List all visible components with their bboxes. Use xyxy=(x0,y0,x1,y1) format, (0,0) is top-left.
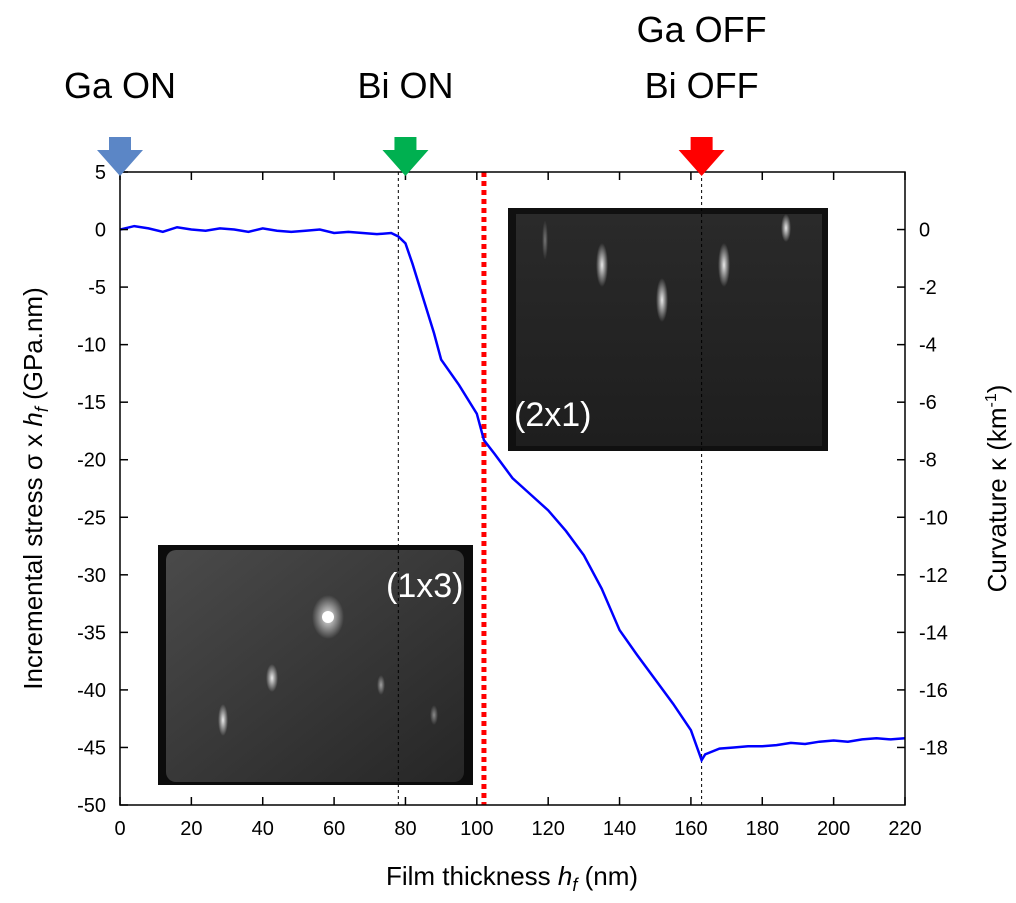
axis-label-part: f xyxy=(32,405,52,412)
x-tick-label: 200 xyxy=(817,818,850,840)
x-tick-label: 0 xyxy=(114,818,125,840)
y-tick-label: -45 xyxy=(77,737,106,759)
y-tick-label: -50 xyxy=(77,795,106,817)
x-tick-label: 120 xyxy=(531,818,564,840)
axis-label-part: ) xyxy=(982,385,1012,394)
y-tick-label: -30 xyxy=(77,565,106,587)
inset-image-1x3 xyxy=(158,545,473,785)
y2-tick-label: -2 xyxy=(919,277,937,299)
axis-label-part: h xyxy=(558,861,572,891)
plot-frame xyxy=(119,171,906,806)
annotation-text: Bi OFF xyxy=(645,65,759,106)
axis-label-part: (GPa.nm) xyxy=(18,287,48,407)
y-axis-label: Incremental stress σ x hf (GPa.nm) xyxy=(18,287,52,690)
x-tick-label: 20 xyxy=(180,818,202,840)
annotation-text: Ga ON xyxy=(64,65,176,106)
y2-tick-label: -18 xyxy=(919,737,948,759)
annotation-arrow xyxy=(97,137,143,176)
y-tick-label: -35 xyxy=(77,622,106,644)
y-tick-label: -15 xyxy=(77,392,106,414)
x-tick-label: 160 xyxy=(674,818,707,840)
y2-axis-label: Curvature κ (km-1) xyxy=(982,385,1012,593)
y-tick-label: -40 xyxy=(77,680,106,702)
y2-tick-label: -6 xyxy=(919,392,937,414)
x-tick-label: 140 xyxy=(603,818,636,840)
y-tick-label: -20 xyxy=(77,450,106,472)
y-tick-label: 5 xyxy=(95,162,106,184)
y-tick-label: -10 xyxy=(77,335,106,357)
inset-label: (1x3) xyxy=(386,567,463,605)
axis-label-part: -1 xyxy=(983,393,1000,407)
axis-label-part: f xyxy=(572,875,579,895)
annotation-text: Ga OFF xyxy=(637,9,767,50)
data-line xyxy=(119,224,906,763)
x-axis-label: Film thickness hf (nm) xyxy=(386,861,638,895)
y2-tick-label: -14 xyxy=(919,622,948,644)
axis-label-part: (nm) xyxy=(577,861,638,891)
x-tick-label: 180 xyxy=(746,818,779,840)
annotation-arrow xyxy=(678,137,725,176)
x-tick-label: 60 xyxy=(323,818,345,840)
y2-tick-label: -12 xyxy=(919,565,948,587)
annotation-arrow xyxy=(382,137,429,176)
x-tick-label: 40 xyxy=(252,818,274,840)
axis-label-part: Film thickness xyxy=(386,861,558,891)
y-tick-label: -5 xyxy=(88,277,106,299)
y2-tick-label: -8 xyxy=(919,450,937,472)
y2-tick-label: -16 xyxy=(919,680,948,702)
x-tick-label: 80 xyxy=(394,818,416,840)
x-tick-label: 220 xyxy=(888,818,921,840)
y-tick-label: -25 xyxy=(77,507,106,529)
annotation-text: Bi ON xyxy=(357,65,453,106)
x-tick-label: 100 xyxy=(460,818,493,840)
axis-label-part: Incremental stress σ x xyxy=(18,427,48,690)
y2-tick-label: 0 xyxy=(919,220,930,242)
y-tick-label: 0 xyxy=(95,220,106,242)
inset-label: (2x1) xyxy=(514,396,591,434)
y2-tick-label: -4 xyxy=(919,335,937,357)
axis-label-part: Curvature κ (km xyxy=(982,407,1012,592)
inset-image-2x1 xyxy=(508,208,828,451)
axis-label-part: h xyxy=(18,412,48,426)
y2-tick-label: -10 xyxy=(919,507,948,529)
